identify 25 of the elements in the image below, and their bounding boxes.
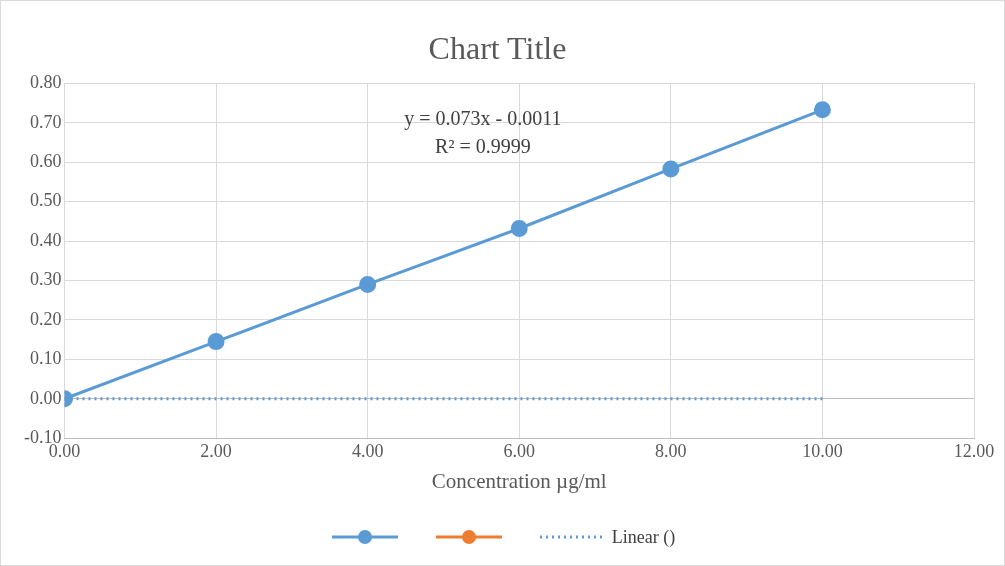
point: [207, 333, 225, 351]
chart-title: Chart Title: [428, 29, 567, 66]
x-tick-label: 4.00: [351, 440, 384, 461]
y-tick-label: 0.40: [29, 229, 62, 250]
annotation: y = 0.073x - 0.0011: [404, 106, 562, 130]
point: [662, 160, 680, 178]
y-tick-label: 0.10: [29, 348, 62, 369]
x-tick-label: 6.00: [503, 440, 535, 461]
y-tick-label: 0.20: [29, 308, 62, 329]
point: [359, 275, 377, 293]
legend-label: Linear (): [611, 526, 676, 548]
annotation: R² = 0.9999: [435, 134, 531, 157]
y-tick-label: 0.60: [29, 150, 62, 171]
x-tick-label: 12.00: [953, 440, 995, 461]
x-tick-label: 10.00: [802, 440, 843, 461]
y-tick-label: 0.00: [29, 387, 62, 408]
y-tick-label: 0.30: [29, 269, 62, 290]
x-tick-label: 2.00: [200, 440, 232, 461]
y-tick-label: 0.80: [29, 72, 62, 93]
x-axis-title: Concentration µg/ml: [431, 468, 607, 493]
y-tick-label: 0.50: [29, 190, 62, 211]
point: [510, 219, 528, 237]
point: [813, 101, 831, 119]
y-tick-label: 0.70: [29, 111, 62, 132]
x-tick-label: 8.00: [655, 440, 687, 461]
